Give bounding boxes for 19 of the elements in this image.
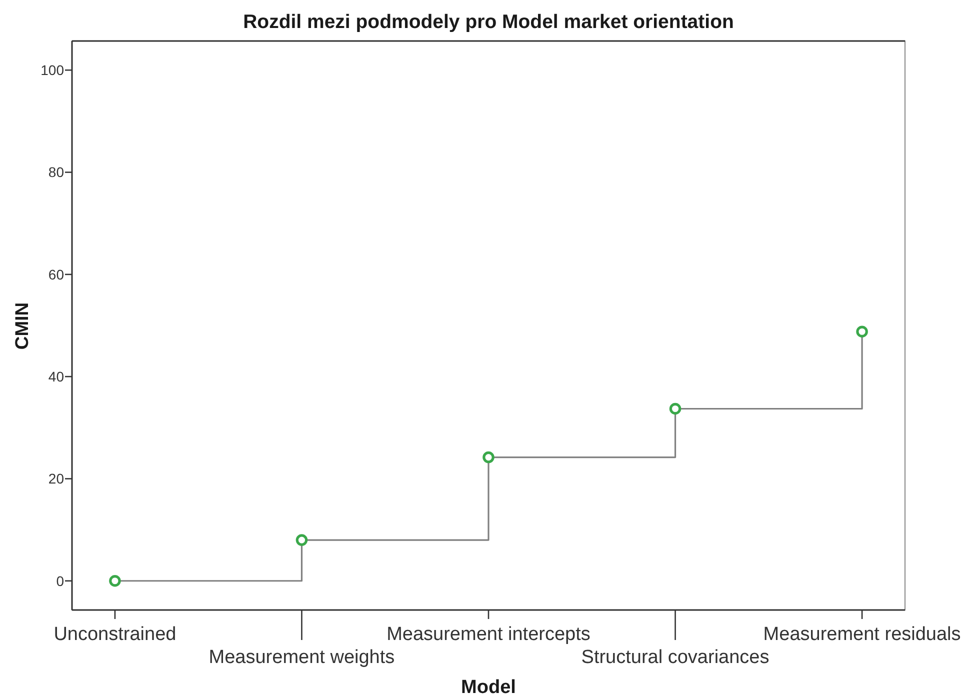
x-tick-label: Unconstrained bbox=[54, 624, 176, 645]
y-tick-label: 60 bbox=[48, 266, 64, 282]
y-tick-label: 20 bbox=[48, 470, 64, 487]
x-tick-label: Structural covariances bbox=[581, 647, 770, 668]
point bbox=[482, 451, 494, 464]
point bbox=[856, 326, 868, 338]
x-tick-label: Measurement weights bbox=[208, 647, 395, 668]
chart-title: Rozdil mezi podmodely pro Model market orientation bbox=[243, 11, 734, 33]
point bbox=[296, 534, 308, 546]
point bbox=[669, 402, 682, 415]
x-tick-label: Measurement intercepts bbox=[386, 624, 590, 645]
x-tick-label: Measurement residuals bbox=[763, 624, 961, 645]
y-axis-title: CMIN bbox=[11, 302, 32, 350]
y-tick-label: 100 bbox=[40, 62, 64, 78]
y-tick-label: 0 bbox=[56, 572, 64, 589]
y-tick-label: 40 bbox=[48, 368, 64, 384]
point bbox=[109, 574, 121, 587]
y-tick-label: 80 bbox=[48, 164, 64, 180]
x-axis-title: Model bbox=[461, 677, 516, 698]
